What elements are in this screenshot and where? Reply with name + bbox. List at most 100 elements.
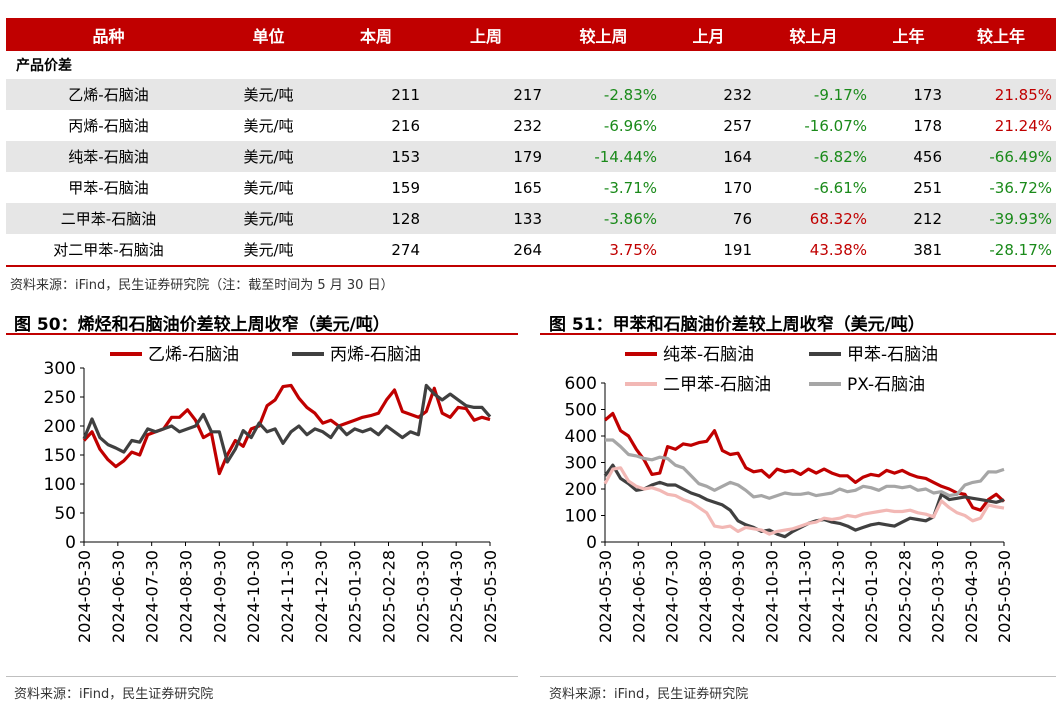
x-tick-label: 2025-03-30 [929, 550, 948, 643]
figure-50-bottom-rule [6, 676, 518, 677]
x-tick-label: 2024-11-30 [278, 550, 297, 643]
y-tick-label: 500 [565, 401, 597, 421]
legend-label: 乙烯-石脑油 [148, 345, 239, 365]
figure-51-title-rule [540, 333, 1056, 335]
cell-yoy: -36.72% [989, 178, 1052, 197]
header-mom: 较上月 [756, 18, 871, 51]
cell-last-month: 232 [661, 79, 756, 110]
cell-last-week: 179 [426, 141, 546, 172]
y-tick-label: 100 [565, 507, 597, 527]
cell-last-year: 456 [871, 141, 946, 172]
cell-last-week: 232 [513, 116, 542, 135]
cell-this-week: 153 [326, 141, 426, 172]
legend-label: 甲苯-石脑油 [847, 345, 938, 365]
y-tick-label: 0 [586, 533, 597, 553]
cell-last-month: 257 [723, 116, 752, 135]
x-tick-label: 2025-05-30 [481, 550, 500, 643]
cell-mom: 43.38% [756, 234, 871, 267]
x-tick-label: 2025-02-28 [895, 550, 914, 643]
cell-last-year: 178 [913, 116, 942, 135]
cell-product: 甲苯-石脑油 [68, 179, 149, 197]
cell-last-week: 133 [426, 203, 546, 234]
cell-unit: 美元/吨 [211, 141, 326, 172]
legend-label: 丙烯-石脑油 [330, 345, 421, 365]
table-row: 乙烯-石脑油 美元/吨 211 217 -2.83% 232 -9.17% 173 21.85% [6, 79, 1056, 110]
header-this-week: 本周 [326, 18, 426, 51]
x-tick-label: 2025-03-30 [413, 550, 432, 643]
cell-product: 对二甲苯-石脑油 [6, 234, 211, 267]
series-line-3 [603, 466, 1005, 536]
x-tick-label: 2025-02-28 [380, 550, 399, 643]
x-tick-label: 2025-04-30 [962, 550, 981, 643]
y-tick-label: 50 [54, 504, 76, 524]
cell-last-year: 212 [871, 203, 946, 234]
cell-mom: 68.32% [756, 203, 871, 234]
cell-yoy: -66.49% [946, 141, 1056, 172]
cell-last-week: 165 [513, 178, 542, 197]
price-spread-table: 品种 单位 本周 上周 较上周 上月 较上月 上年 较上年 产品价差 乙烯-石脑… [6, 18, 1056, 267]
y-tick-label: 400 [565, 427, 597, 447]
cell-unit: 美元/吨 [211, 234, 326, 267]
series-line-1 [82, 383, 491, 476]
x-tick-label: 2024-09-30 [729, 550, 748, 643]
figure-51-title: 图 51：甲苯和石脑油价差较上周收窄（美元/吨） [549, 315, 925, 335]
x-tick-label: 2024-07-30 [663, 550, 682, 643]
header-last-year: 上年 [871, 18, 946, 51]
x-tick-label: 2024-05-30 [75, 550, 94, 643]
x-tick-label: 2024-08-30 [696, 550, 715, 643]
cell-wow: 3.75% [546, 234, 661, 267]
section-row: 产品价差 [6, 51, 1056, 79]
figure-50-source: 资料来源：iFind，民生证券研究院 [14, 687, 214, 702]
x-tick-label: 2025-04-30 [447, 550, 466, 643]
cell-unit: 美元/吨 [211, 79, 326, 110]
cell-last-year: 251 [913, 178, 942, 197]
cell-wow: -3.71% [603, 178, 657, 197]
y-tick-label: 200 [44, 417, 76, 437]
x-tick-label: 2024-10-30 [244, 550, 263, 643]
cell-wow: -14.44% [546, 141, 661, 172]
table-row: 对二甲苯-石脑油 美元/吨 274 264 3.75% 191 43.38% 381 -28.1… [6, 234, 1056, 267]
cell-unit: 美元/吨 [211, 203, 326, 234]
x-tick-label: 2024-08-30 [177, 550, 196, 643]
cell-this-week: 274 [326, 234, 426, 267]
y-tick-label: 250 [44, 388, 76, 408]
figure-51-bottom-rule [540, 676, 1056, 677]
y-tick-label: 0 [65, 533, 76, 553]
table-row: 丙烯-石脑油 美元/吨 216 232 -6.96% 257 -16.07% 178 21.24… [6, 110, 1056, 141]
y-tick-label: 150 [44, 446, 76, 466]
cell-wow: -6.96% [603, 116, 657, 135]
table-row: 二甲苯-石脑油 美元/吨 128 133 -3.86% 76 68.32% 212 -39.93… [6, 203, 1056, 234]
y-tick-label: 300 [44, 359, 76, 379]
series-line-4 [605, 438, 1005, 500]
x-tick-label: 2025-05-30 [995, 550, 1014, 643]
table-header-row: 品种 单位 本周 上周 较上周 上月 较上月 上年 较上年 [6, 18, 1056, 51]
series-line-2 [82, 383, 492, 464]
y-tick-label: 300 [565, 454, 597, 474]
table-row: 甲苯-石脑油 美元/吨 159 165 -3.71% 170 -6.61% 251 -36.72… [6, 172, 1056, 203]
cell-this-week: 216 [391, 116, 420, 135]
cell-last-week: 264 [426, 234, 546, 267]
chart-aromatics-naphtha-spread: 0 100 200 300 400 500 600 2024-05-30 2024-06-30 2… [565, 345, 1014, 643]
cell-unit: 美元/吨 [243, 179, 294, 197]
y-tick-label: 600 [565, 374, 597, 394]
cell-yoy: -28.17% [946, 234, 1056, 267]
cell-last-month: 164 [661, 141, 756, 172]
figure-50-title-rule [6, 333, 518, 335]
x-tick-label: 2024-12-30 [312, 550, 331, 643]
header-wow: 较上周 [546, 18, 661, 51]
cell-wow: -2.83% [546, 79, 661, 110]
x-tick-label: 2024-06-30 [109, 550, 128, 643]
cell-last-month: 170 [723, 178, 752, 197]
legend-label: PX-石脑油 [847, 375, 925, 395]
legend-label: 二甲苯-石脑油 [663, 375, 771, 395]
header-last-week: 上周 [426, 18, 546, 51]
x-tick-label: 2025-01-30 [862, 550, 881, 643]
cell-mom: -9.17% [756, 79, 871, 110]
x-tick-label: 2024-07-30 [143, 550, 162, 643]
figure-51-source: 资料来源：iFind，民生证券研究院 [549, 687, 749, 702]
cell-mom: -6.61% [813, 178, 867, 197]
y-tick-label: 100 [44, 475, 76, 495]
cell-product: 丙烯-石脑油 [68, 117, 149, 135]
legend-label: 纯苯-石脑油 [663, 345, 754, 365]
cell-product: 乙烯-石脑油 [6, 79, 211, 110]
